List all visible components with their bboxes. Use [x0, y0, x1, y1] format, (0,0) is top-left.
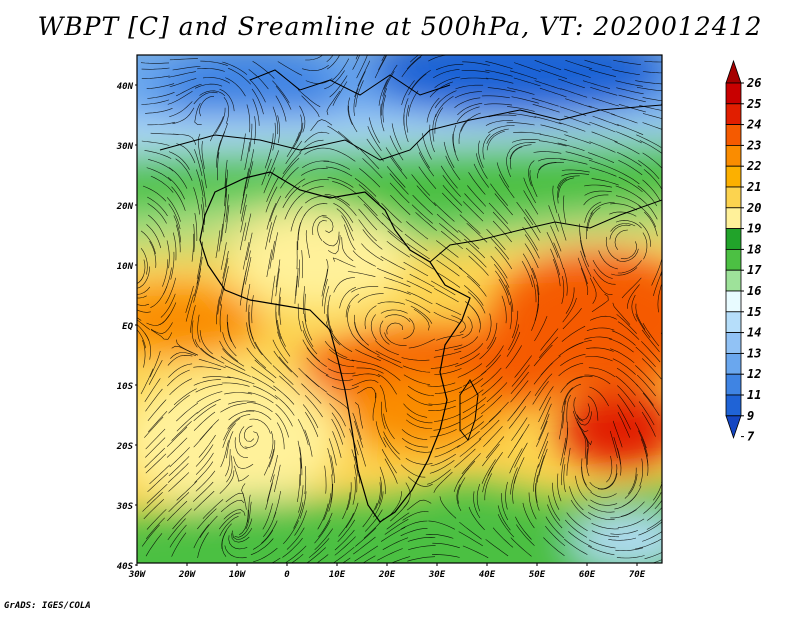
- lon-label: 10E: [329, 570, 346, 580]
- footer-credit: GrADS: IGES/COLA: [4, 601, 91, 611]
- colorbar-swatch: [725, 332, 742, 354]
- colorbar-swatch: [725, 82, 742, 105]
- colorbar-label: 18: [747, 242, 761, 256]
- colorbar-label: 11: [747, 388, 761, 402]
- map-field: [137, 55, 662, 563]
- colorbar-swatch: [725, 394, 742, 417]
- colorbar-label: 22: [746, 159, 761, 173]
- lat-label: 40N: [117, 82, 134, 92]
- colorbar: 26 25 24 23 22 21 20 19 18 17 16 15 14 13 12 11 9 7: [725, 59, 762, 444]
- map-frame: [136, 54, 663, 564]
- colorbar-swatch: [725, 269, 742, 292]
- lat-label: 20N: [116, 202, 134, 212]
- lon-label: 60E: [579, 570, 596, 580]
- lat-label: 10S: [117, 382, 134, 392]
- colorbar-swatch: [725, 311, 742, 333]
- colorbar-top-arrow: [725, 59, 742, 84]
- lat-label: 40S: [117, 562, 134, 572]
- latitude-labels: 40N 30N 20N 10N EQ 10S 20S 30S 40S: [116, 82, 137, 572]
- lon-label: 0: [284, 570, 290, 580]
- lon-label: 30E: [428, 570, 446, 580]
- colorbar-label: 21: [746, 180, 761, 194]
- colorbar-label: 14: [747, 326, 761, 340]
- colorbar-swatch: [725, 248, 742, 271]
- colorbar-bottom-arrow: [725, 415, 742, 440]
- lon-label: 10W: [229, 570, 247, 580]
- colorbar-swatch: [725, 103, 742, 126]
- colorbar-swatch: [725, 144, 742, 167]
- colorbar-swatch: [725, 290, 742, 313]
- longitude-labels: 30W 20W 10W 0 10E 20E 30E 40E 50E 60E 70E: [128, 563, 646, 580]
- colorbar-label: 16: [747, 284, 761, 298]
- colorbar-label: 17: [747, 263, 762, 277]
- lon-label: 40E: [479, 570, 496, 580]
- lon-label: 70E: [629, 570, 646, 580]
- colorbar-label: 23: [746, 138, 761, 152]
- colorbar-label: 13: [747, 346, 761, 360]
- colorbar-swatch: [725, 207, 742, 230]
- lon-label: 20E: [378, 570, 396, 580]
- colorbar-swatch: [725, 373, 742, 396]
- map-title: WBPT [C] and Sreamline at 500hPa, VT: 20…: [37, 12, 763, 41]
- lat-label: 20S: [116, 442, 134, 452]
- colorbar-swatch: [725, 124, 742, 146]
- lat-label: 10N: [117, 262, 134, 272]
- colorbar-label: 20: [746, 201, 761, 215]
- lat-label: 30S: [116, 502, 134, 512]
- lat-label: EQ: [122, 322, 133, 332]
- colorbar-label: 24: [746, 118, 761, 132]
- colorbar-label: 19: [747, 222, 761, 236]
- colorbar-label: 26: [746, 76, 761, 90]
- colorbar-swatch: [725, 165, 742, 188]
- lon-label: 20W: [178, 570, 197, 580]
- colorbar-label: 25: [746, 97, 761, 111]
- lon-label: 50E: [529, 570, 546, 580]
- colorbar-swatch: [725, 186, 742, 209]
- colorbar-label: 15: [747, 305, 761, 319]
- lon-label: 30W: [128, 570, 147, 580]
- colorbar-label: 9: [747, 409, 754, 423]
- colorbar-swatch: [725, 352, 742, 375]
- colorbar-label: 7: [747, 430, 755, 444]
- colorbar-label: 12: [747, 367, 761, 381]
- lat-label: 30N: [116, 142, 134, 152]
- colorbar-swatch: [725, 228, 742, 250]
